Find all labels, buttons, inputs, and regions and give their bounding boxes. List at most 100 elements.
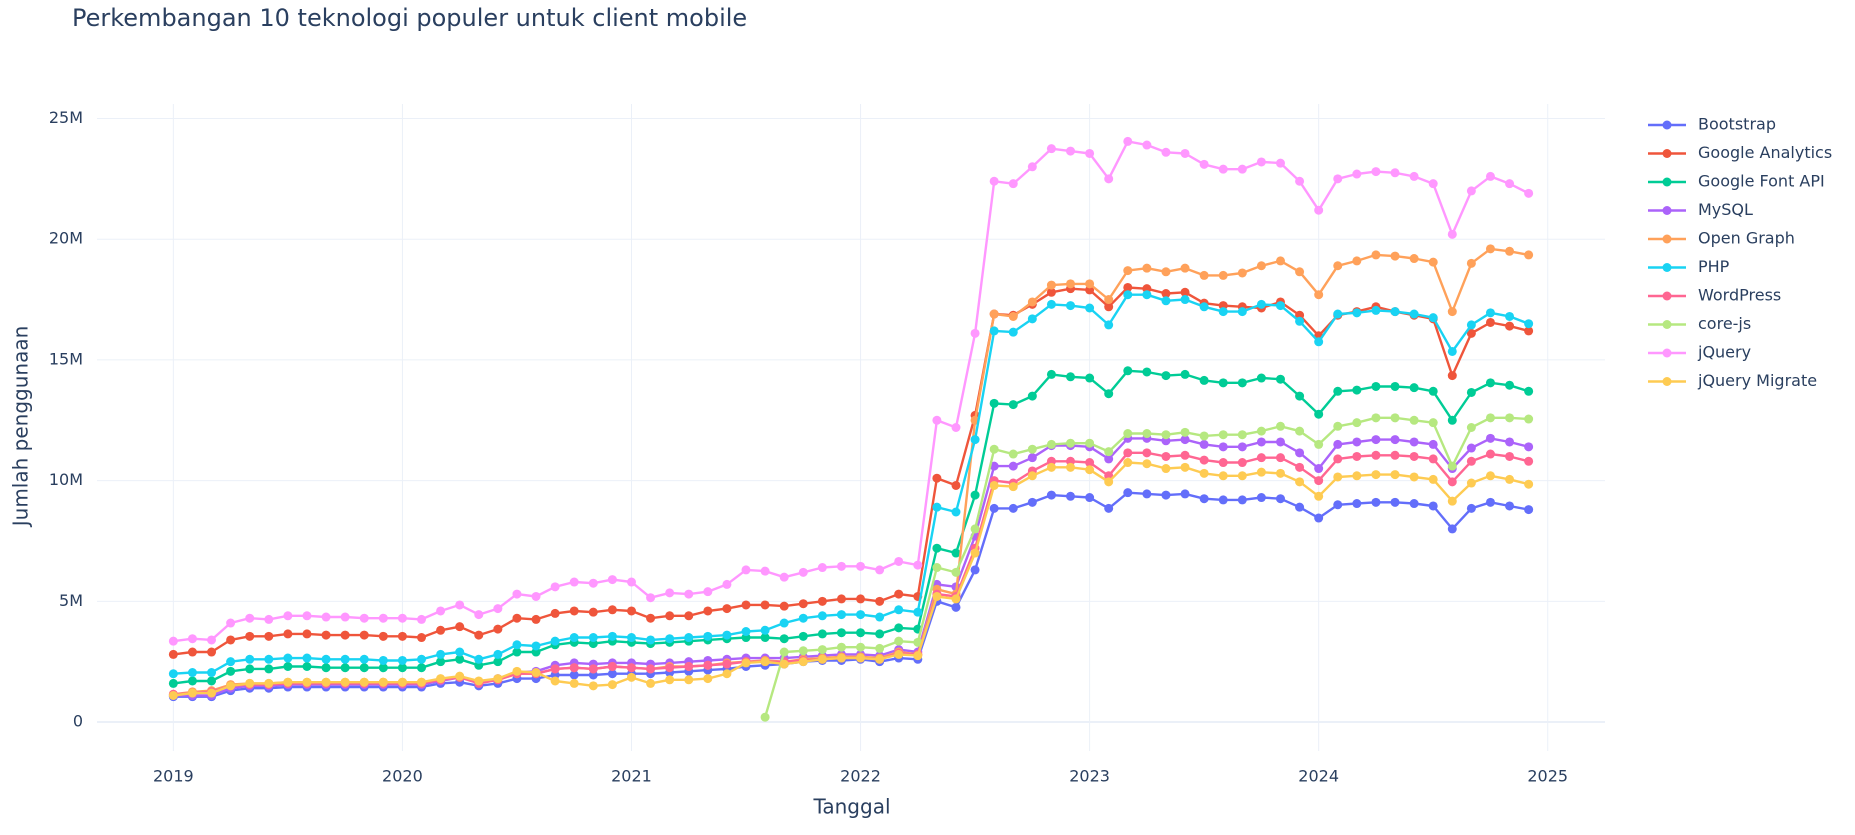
data-point (474, 654, 484, 664)
data-point (550, 608, 560, 618)
data-point (856, 653, 866, 663)
data-point (1371, 450, 1381, 460)
data-point (340, 612, 350, 622)
data-point (1104, 447, 1114, 457)
data-point (1237, 471, 1247, 481)
data-point (989, 444, 999, 454)
data-point (779, 647, 789, 657)
series-line (173, 140, 1530, 643)
data-point (1008, 327, 1018, 337)
data-point (684, 675, 694, 685)
legend-marker (1662, 291, 1672, 301)
x-tick-label: 2019 (153, 767, 194, 786)
data-point (1085, 458, 1095, 468)
data-point (626, 577, 636, 587)
data-point (1409, 437, 1419, 447)
data-point (187, 676, 197, 686)
data-point (1104, 174, 1114, 184)
data-point (932, 563, 942, 573)
data-point (1142, 263, 1152, 273)
data-point (989, 176, 999, 186)
data-point (817, 654, 827, 664)
data-point (646, 635, 656, 645)
data-point (1085, 303, 1095, 313)
data-point (1485, 244, 1495, 254)
data-point (455, 671, 465, 681)
data-point (1085, 465, 1095, 475)
data-point (856, 642, 866, 652)
data-point (1447, 415, 1457, 425)
data-point (1447, 229, 1457, 239)
data-point (1008, 461, 1018, 471)
data-point (569, 678, 579, 688)
data-point (607, 631, 617, 641)
data-point (932, 591, 942, 601)
data-point (1199, 375, 1209, 385)
data-point (1409, 383, 1419, 393)
data-point (1142, 140, 1152, 150)
data-point (264, 631, 274, 641)
data-point (417, 654, 427, 664)
data-point (970, 490, 980, 500)
data-point (493, 649, 503, 659)
data-point (1333, 386, 1343, 396)
data-point (1409, 451, 1419, 461)
data-point (1161, 430, 1171, 440)
data-point (1390, 450, 1400, 460)
data-point (168, 649, 178, 659)
data-point (1161, 289, 1171, 299)
data-point (1161, 296, 1171, 306)
data-point (1256, 453, 1266, 463)
data-point (1161, 451, 1171, 461)
data-point (1466, 258, 1476, 268)
data-point (1142, 290, 1152, 300)
data-point (436, 625, 446, 635)
data-point (283, 677, 293, 687)
data-point (1104, 302, 1114, 312)
data-point (1256, 261, 1266, 271)
legend-label: WordPress (1698, 286, 1781, 305)
data-point (1008, 179, 1018, 189)
data-point (378, 677, 388, 687)
data-point (1390, 435, 1400, 445)
data-point (1104, 454, 1114, 464)
data-point (1352, 169, 1362, 179)
data-point (436, 657, 446, 667)
data-point (1199, 439, 1209, 449)
legend-marker (1662, 120, 1672, 130)
data-point (550, 664, 560, 674)
data-point (1447, 307, 1457, 317)
data-point (207, 676, 217, 686)
data-point (1008, 449, 1018, 459)
data-point (359, 613, 369, 623)
data-point (1180, 148, 1190, 158)
data-point (378, 631, 388, 641)
data-point (417, 633, 427, 643)
y-tick-label: 0 (73, 712, 83, 731)
data-point (168, 636, 178, 646)
data-point (512, 613, 522, 623)
data-point (264, 678, 274, 688)
data-point (1275, 256, 1285, 266)
data-point (321, 654, 331, 664)
data-point (1409, 171, 1419, 181)
data-point (1314, 491, 1324, 501)
x-tick-label: 2021 (611, 767, 652, 786)
data-point (1199, 468, 1209, 478)
data-point (1314, 337, 1324, 347)
data-point (970, 565, 980, 575)
data-point (1333, 309, 1343, 319)
data-point (588, 607, 598, 617)
data-point (359, 663, 369, 673)
data-point (512, 589, 522, 599)
data-point (1466, 320, 1476, 330)
data-point (626, 663, 636, 673)
data-point (1466, 328, 1476, 338)
data-point (1275, 158, 1285, 168)
data-point (1256, 437, 1266, 447)
y-tick-label: 25M (49, 108, 83, 127)
data-point (207, 635, 217, 645)
data-point (989, 480, 999, 490)
data-point (493, 604, 503, 614)
data-point (665, 675, 675, 685)
